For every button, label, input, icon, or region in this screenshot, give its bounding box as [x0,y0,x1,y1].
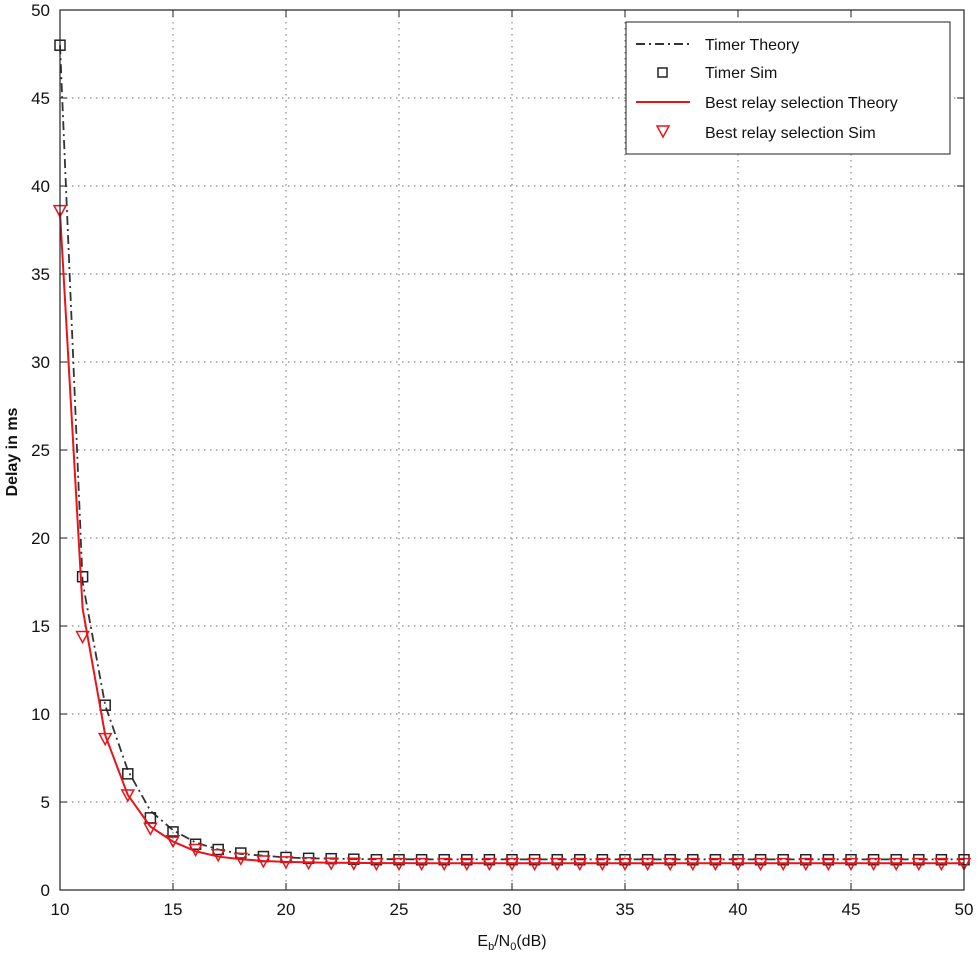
best-relay-sim-point [278,856,294,870]
series-line-best-relay-selection-theory [59,212,964,865]
best-relay-sim-point [821,857,836,872]
best-relay-sim-point [549,857,565,872]
y-tick-label: 45 [31,89,50,108]
legend-label-best-relay-theory: Best relay selection Theory [705,95,898,112]
series-line-timer-theory [59,45,964,861]
best-relay-sim-point [662,857,678,872]
y-tick-label: 20 [31,529,50,548]
best-relay-sim-point [459,857,475,872]
y-tick-label: 40 [31,177,50,196]
best-relay-sim-point [210,849,226,863]
best-relay-sim-point [798,857,814,872]
legend-triangle-marker [655,125,671,139]
x-tick-label: 25 [390,900,409,919]
best-relay-sim-point [572,857,588,872]
legend-square-marker [657,67,668,78]
x-tick-label: 10 [51,900,70,919]
best-relay-sim-point [165,834,181,849]
legend-entry-best-relay-sim: Best relay selection Sim [655,125,876,142]
best-relay-sim-point [753,857,768,872]
timer-sim-point [167,826,179,838]
x-tick-label: 40 [729,900,748,919]
best-relay-sim-point [888,857,904,872]
y-tick-label: 5 [41,793,50,812]
best-relay-sim-point [482,857,497,872]
y-axis-label: Delay in ms [4,407,21,496]
best-relay-sim-point [911,857,927,872]
x-tick-label: 30 [503,900,522,919]
y-tick-label: 10 [31,705,50,724]
best-relay-sim-point [504,857,520,872]
best-relay-sim-point [595,857,610,872]
y-tick-label: 25 [31,441,50,460]
best-relay-sim-point [323,857,339,871]
best-relay-sim-point [369,857,384,872]
best-relay-sim-point [120,789,136,803]
legend-label-timer-sim: Timer Sim [705,65,777,82]
best-relay-sim-point [617,857,633,872]
best-relay-sim-point [640,857,655,872]
best-relay-sim-point [708,857,723,872]
x-tick-label: 50 [955,900,974,919]
legend-label-timer-theory: Timer Theory [705,37,799,54]
tick-labels: 10 15 20 25 30 35 40 45 50 0 5 10 15 20 25 30 35 40 45 50 [31,1,973,919]
best-relay-sim-point [685,857,701,872]
timer-sim-point [76,570,89,583]
y-tick-label: 15 [31,617,50,636]
best-relay-sim-point [143,822,158,836]
legend-entry-timer-sim: Timer Sim [657,65,777,82]
best-relay-sim-point [775,857,791,872]
x-axis-label: Eb/N0(dB) [477,933,546,953]
plot-series [52,39,972,872]
plot-frame [59,9,965,891]
legend-entry-best-relay-theory: Best relay selection Theory [636,95,898,112]
best-relay-sim-point [301,856,316,871]
legend-entry-timer-theory: Timer Theory [636,37,799,54]
legend-label-best-relay-sim: Best relay selection Sim [705,125,876,142]
timer-sim-point [122,768,134,780]
best-relay-sim-point [233,852,249,866]
best-relay-sim-point [256,855,271,869]
best-relay-sim-point [346,857,362,871]
x-tick-label: 15 [164,900,183,919]
best-relay-sim-point [527,857,542,872]
x-tick-label: 35 [616,900,635,919]
x-tick-label: 45 [842,900,861,919]
y-tick-label: 50 [31,1,50,20]
y-tick-label: 35 [31,265,50,284]
best-relay-sim-point [934,857,949,872]
best-relay-sim-point [843,857,859,872]
x-tick-label: 20 [277,900,296,919]
best-relay-sim-point [436,857,452,872]
best-relay-sim-point [188,843,203,858]
legend: Timer Theory Timer Sim Best relay select… [625,21,951,155]
best-relay-sim-point [730,857,746,872]
best-relay-sim-point [97,732,113,747]
grid [59,9,965,891]
best-relay-sim-point [414,857,429,872]
best-relay-sim-point [866,857,881,872]
best-relay-sim-point [391,857,407,872]
y-tick-label: 0 [41,881,50,900]
y-tick-label: 30 [31,353,50,372]
best-relay-sim-point [75,630,90,645]
